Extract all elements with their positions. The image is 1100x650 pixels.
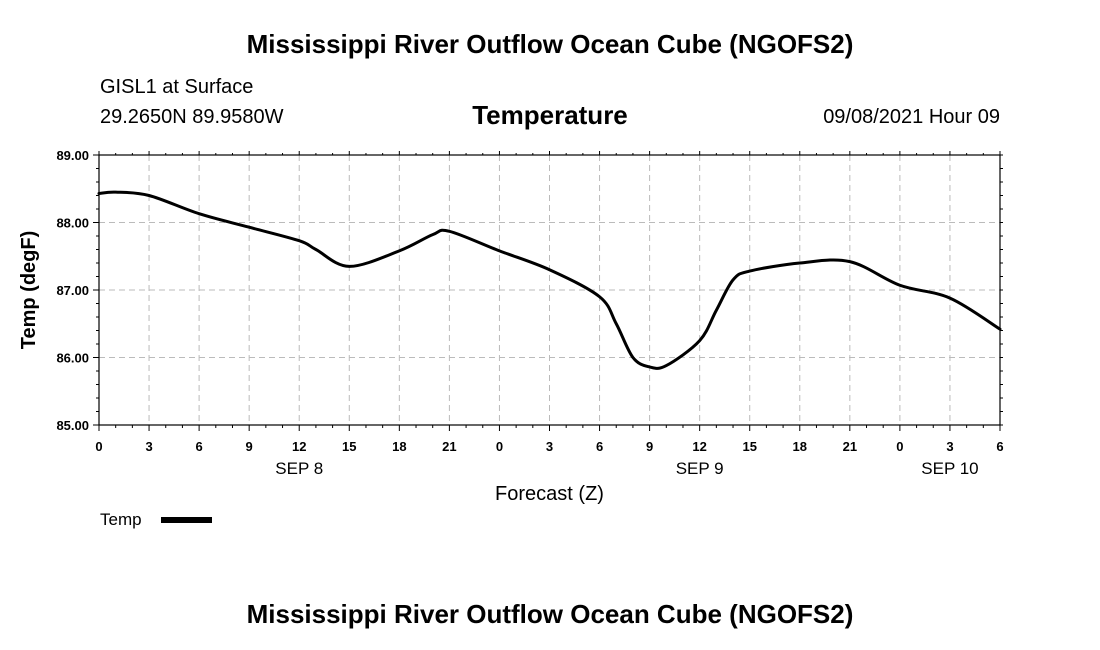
- x-tick-label: 15: [342, 439, 356, 454]
- y-tick-label: 88.00: [56, 216, 89, 231]
- x-tick-label: 6: [996, 439, 1003, 454]
- x-tick-label: 0: [496, 439, 503, 454]
- footer-title: Mississippi River Outflow Ocean Cube (NG…: [246, 599, 854, 629]
- x-tick-label: 9: [646, 439, 653, 454]
- legend-label-temp: Temp: [100, 510, 142, 529]
- ticks-layer: [93, 151, 1003, 431]
- station-label: GISL1 at Surface: [100, 76, 254, 98]
- x-tick-label: 15: [742, 439, 756, 454]
- chart-title: Mississippi River Outflow Ocean Cube (NG…: [246, 29, 854, 59]
- station-coordinates: 29.2650N 89.9580W: [100, 106, 284, 128]
- date-label: SEP 10: [921, 459, 978, 478]
- legend: Temp: [100, 510, 212, 529]
- x-tick-label: 21: [442, 439, 456, 454]
- x-axis-title: Forecast (Z): [495, 483, 604, 505]
- x-tick-label: 12: [292, 439, 306, 454]
- y-axis-title: Temp (degF): [18, 231, 40, 350]
- y-tick-label: 87.00: [56, 283, 89, 298]
- x-tick-label: 18: [793, 439, 807, 454]
- y-tick-label: 89.00: [56, 148, 89, 163]
- y-tick-label: 86.00: [56, 351, 89, 366]
- x-tick-label: 6: [195, 439, 202, 454]
- variable-title: Temperature: [472, 100, 628, 130]
- x-tick-label: 9: [246, 439, 253, 454]
- x-tick-label: 12: [692, 439, 706, 454]
- labels-layer: 0 3 6 9 12 15 18 21 0 3 6 9 12 15 18 21 0 3 6 85.00 86.00 87.…: [56, 148, 1003, 478]
- x-tick-label: 0: [896, 439, 903, 454]
- x-tick-label: 18: [392, 439, 406, 454]
- x-tick-label: 3: [145, 439, 152, 454]
- x-tick-label: 6: [596, 439, 603, 454]
- x-tick-label: 3: [946, 439, 953, 454]
- x-tick-label: 21: [843, 439, 857, 454]
- x-tick-label: 3: [546, 439, 553, 454]
- x-tick-label: 0: [95, 439, 102, 454]
- grid-layer: [99, 155, 1000, 425]
- date-label: SEP 8: [275, 459, 323, 478]
- date-label: SEP 9: [676, 459, 724, 478]
- series-line-temp: [97, 190, 1002, 370]
- y-tick-label: 85.00: [56, 418, 89, 433]
- forecast-datetime: 09/08/2021 Hour 09: [823, 106, 1000, 128]
